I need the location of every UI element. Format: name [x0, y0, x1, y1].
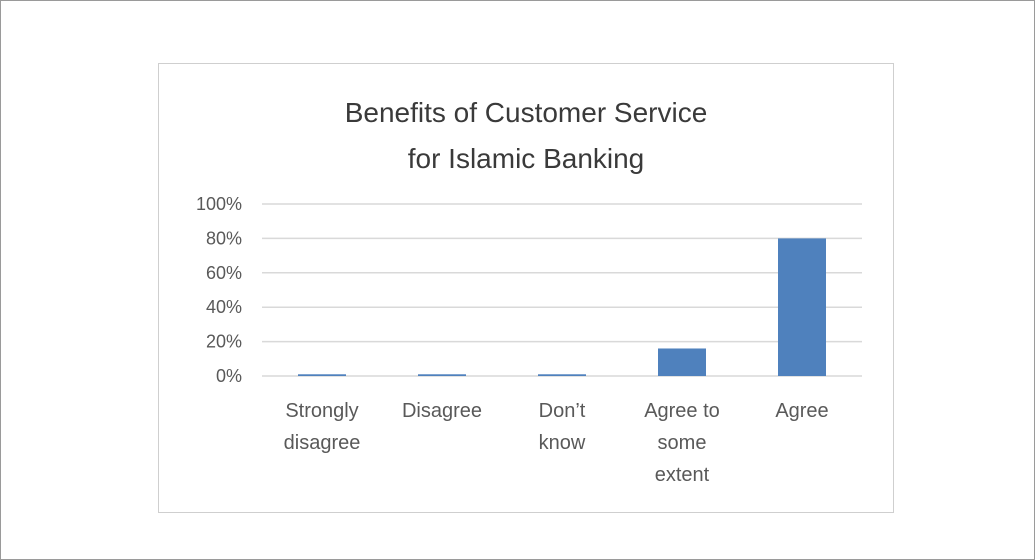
x-category-label: Don’t: [539, 400, 586, 422]
x-category-label: Strongly: [285, 400, 358, 422]
x-category-label: extent: [655, 464, 710, 486]
bar-chart: 0% 20% 40% 60% 80% 100% Strongly disagree Disagr…: [196, 194, 862, 486]
x-category-label: some: [658, 432, 707, 454]
y-tick-label: 60%: [206, 263, 242, 283]
chart-title-line-2: for Islamic Banking: [407, 143, 645, 174]
y-tick-label: 40%: [206, 297, 242, 317]
y-tick-label: 0%: [216, 366, 242, 386]
y-tick-label: 20%: [206, 332, 242, 352]
bar: [418, 374, 466, 376]
x-category-label: disagree: [284, 432, 361, 454]
y-tick-label: 100%: [196, 194, 242, 214]
chart-title: Benefits of Customer Service for Islamic…: [159, 90, 893, 182]
x-category-label: Agree: [775, 400, 828, 422]
x-category-label: Disagree: [402, 400, 482, 422]
chart-container: Benefits of Customer Service for Islamic…: [158, 63, 894, 513]
bar: [538, 374, 586, 376]
bar: [778, 238, 826, 376]
x-category-label: know: [539, 432, 586, 454]
bar: [298, 374, 346, 376]
bar: [658, 348, 706, 376]
y-tick-label: 80%: [206, 228, 242, 248]
x-category-label: Agree to: [644, 400, 720, 422]
chart-title-line-1: Benefits of Customer Service: [344, 97, 708, 128]
